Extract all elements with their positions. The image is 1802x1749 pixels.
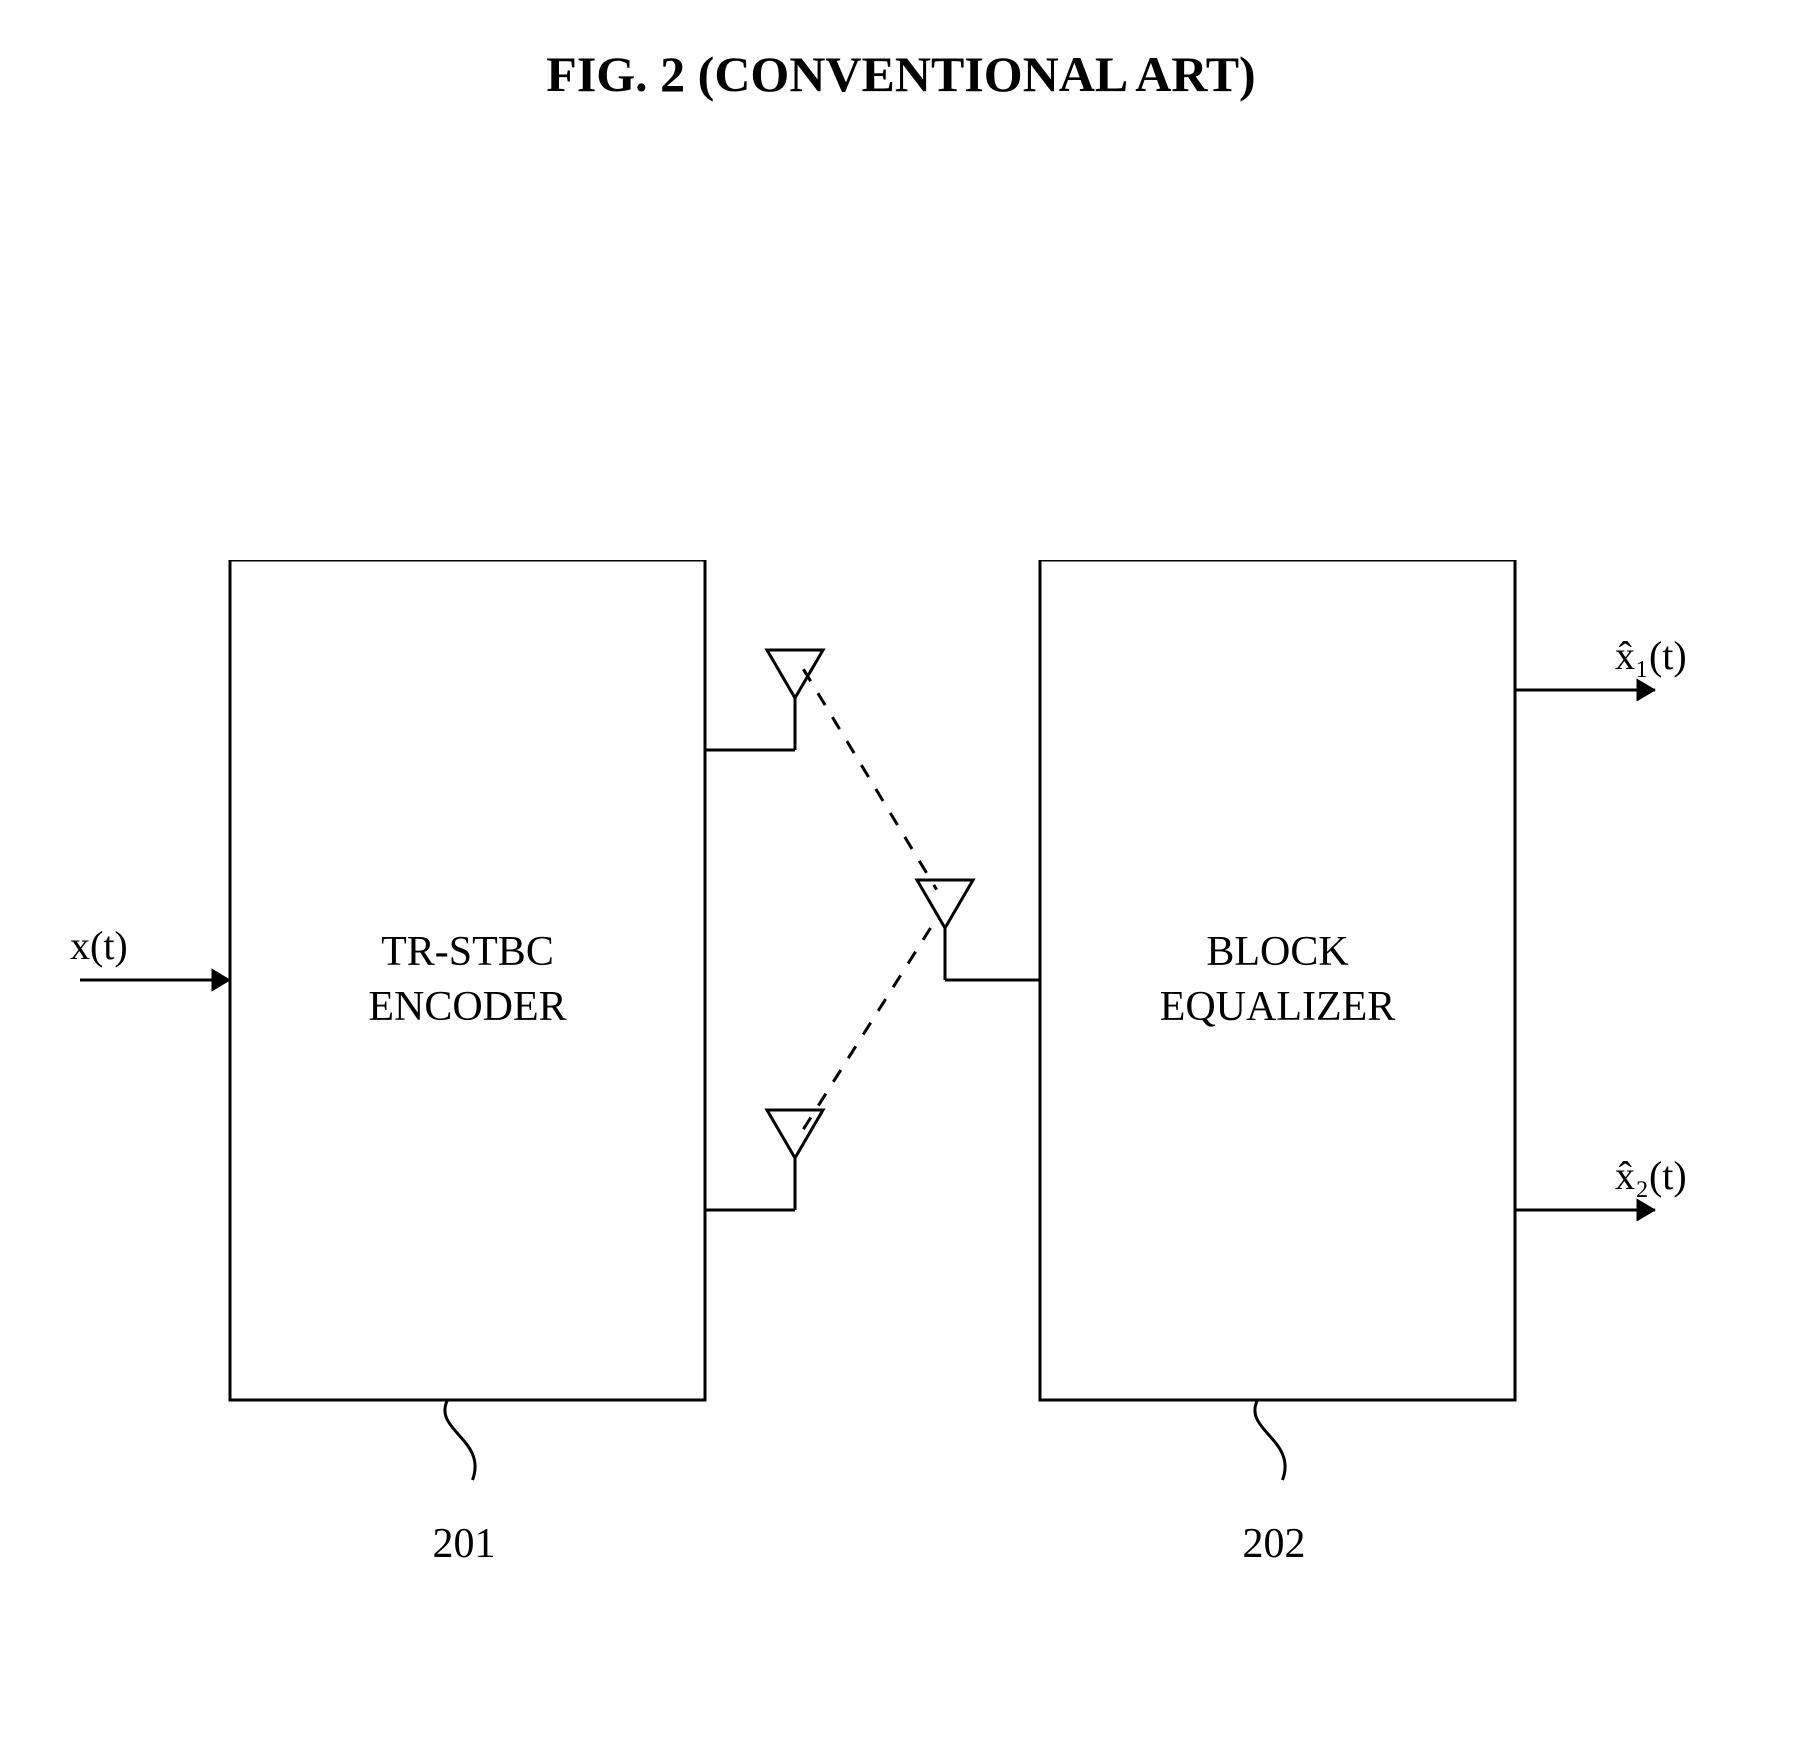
encoder-label: TR-STBC ENCODER [230, 925, 705, 1034]
output2-label: x̂₂(t) [1615, 1152, 1687, 1199]
encoder-label-line2: ENCODER [368, 984, 566, 1030]
equalizer-label-line1: BLOCK [1206, 929, 1348, 975]
encoder-label-line1: TR-STBC [381, 929, 554, 975]
diagram-svg [75, 560, 1735, 1660]
equalizer-label: BLOCK EQUALIZER [1040, 925, 1515, 1034]
encoder-ref: 201 [433, 1520, 496, 1568]
figure-title: FIG. 2 (CONVENTIONAL ART) [546, 45, 1255, 103]
diagram-canvas [75, 560, 1735, 1660]
output1-label: x̂₁(t) [1615, 632, 1687, 679]
input-label: x(t) [70, 922, 128, 969]
equalizer-ref: 202 [1243, 1520, 1306, 1568]
equalizer-label-line2: EQUALIZER [1160, 984, 1396, 1030]
